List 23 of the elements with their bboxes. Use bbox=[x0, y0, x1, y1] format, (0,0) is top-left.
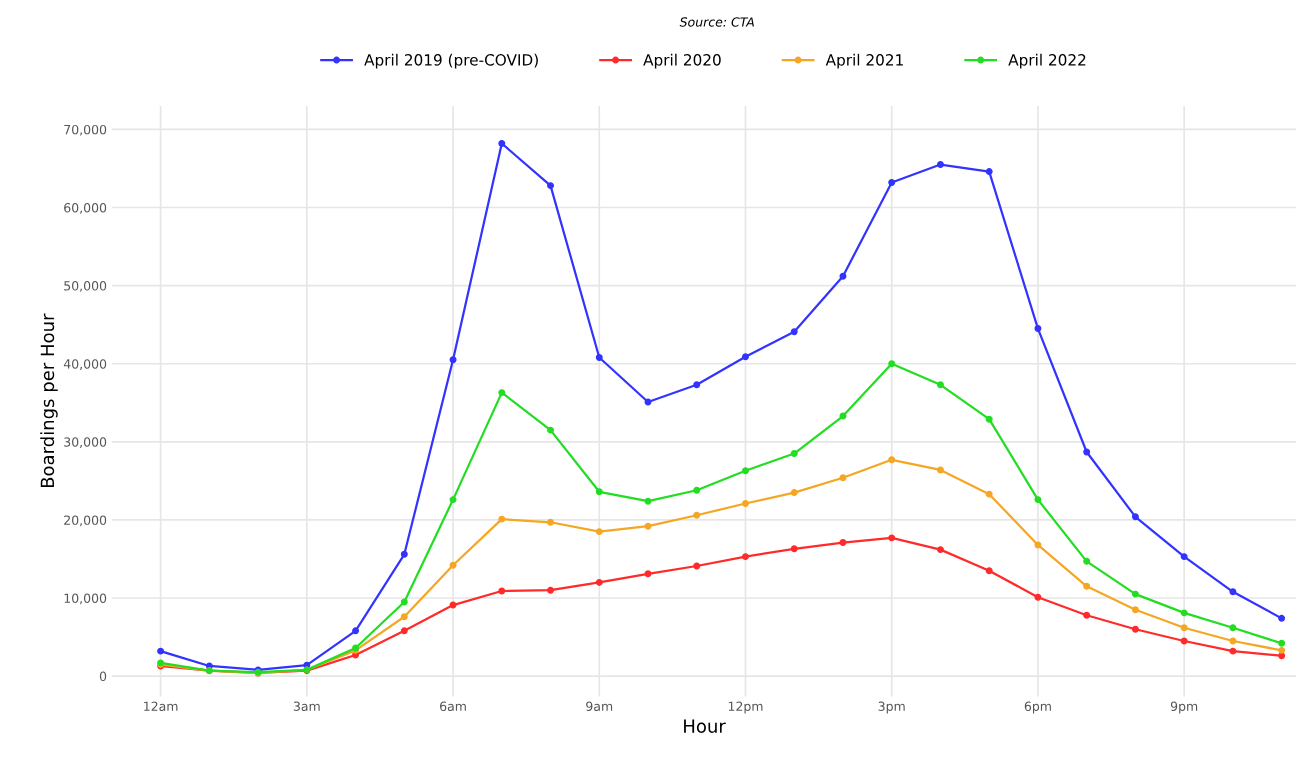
x-tick-label: 12pm bbox=[728, 701, 763, 714]
x-tick-label: 3am bbox=[293, 701, 320, 711]
legend-label: April 2019 (pre-COVID) bbox=[364, 53, 538, 69]
x-axis-title: Hour bbox=[684, 719, 726, 733]
y-tick-label: 30,000 bbox=[64, 437, 107, 449]
y-axis-title: Boardings per Hour bbox=[40, 313, 58, 488]
y-tick-label: 40,000 bbox=[63, 359, 107, 370]
x-tick-label: 6pm bbox=[1024, 701, 1051, 714]
y-tick-label: 0 bbox=[99, 671, 107, 682]
legend-label: April 2022 bbox=[1008, 53, 1086, 69]
y-tick-label: 10,000 bbox=[64, 593, 107, 605]
y-tick-label: 70,000 bbox=[64, 124, 107, 136]
x-tick-label: 9pm bbox=[1170, 701, 1198, 714]
y-tick-label: 60,000 bbox=[64, 202, 107, 214]
y-tick-label: 20,000 bbox=[64, 515, 107, 527]
y-tick-label: 50,000 bbox=[64, 281, 107, 292]
x-tick-label: 6am bbox=[440, 701, 466, 711]
legend-label: April 2021 bbox=[825, 53, 903, 69]
x-tick-label: 9am bbox=[586, 701, 613, 711]
x-tick-label: 12am bbox=[144, 701, 178, 711]
x-tick-label: 3pm bbox=[878, 701, 905, 714]
legend-label: April 2020 bbox=[643, 53, 721, 69]
chart-subtitle: Source: CTA bbox=[679, 17, 754, 27]
